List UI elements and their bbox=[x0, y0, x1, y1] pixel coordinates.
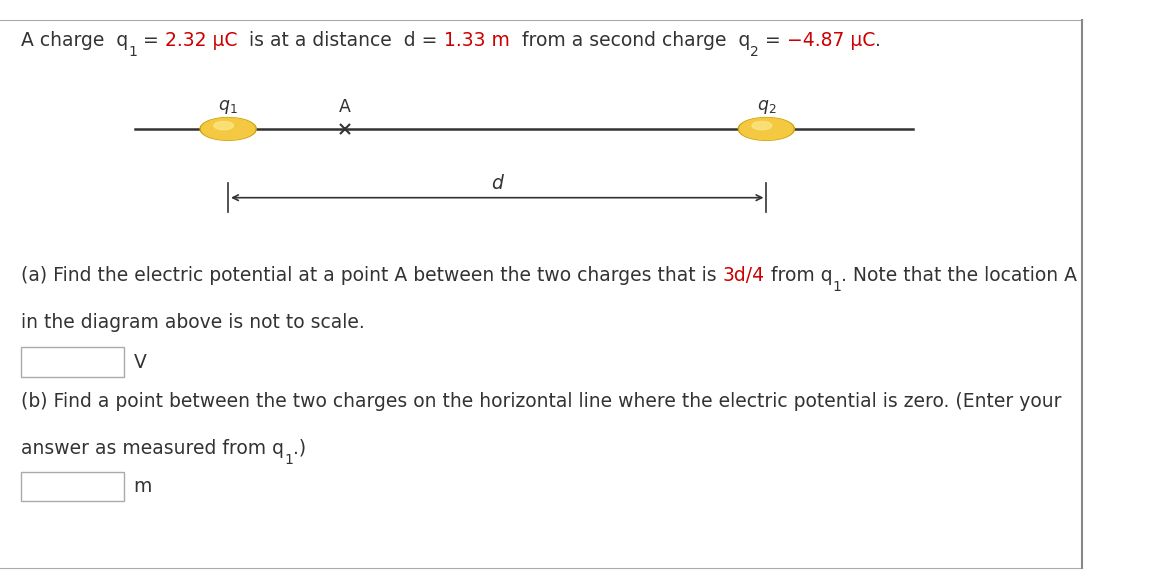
Text: . Note that the location A: . Note that the location A bbox=[841, 266, 1078, 285]
Text: A charge  q: A charge q bbox=[21, 31, 129, 50]
Text: from a second charge  q: from a second charge q bbox=[510, 31, 750, 50]
Text: .: . bbox=[875, 31, 881, 50]
Text: d: d bbox=[491, 174, 503, 193]
Text: is at a distance  d =: is at a distance d = bbox=[238, 31, 443, 50]
Text: =: = bbox=[137, 31, 165, 50]
Text: 3d/4: 3d/4 bbox=[723, 266, 765, 285]
Text: $q_1$: $q_1$ bbox=[219, 98, 238, 116]
Text: 1: 1 bbox=[129, 45, 137, 59]
Ellipse shape bbox=[738, 117, 794, 140]
FancyBboxPatch shape bbox=[21, 347, 124, 377]
FancyBboxPatch shape bbox=[21, 472, 124, 501]
Ellipse shape bbox=[752, 121, 772, 129]
Text: m: m bbox=[133, 477, 152, 496]
Text: $q_2$: $q_2$ bbox=[757, 98, 776, 116]
Text: 2: 2 bbox=[750, 45, 759, 59]
Text: (b) Find a point between the two charges on the horizontal line where the electr: (b) Find a point between the two charges… bbox=[21, 392, 1061, 411]
Text: 1.33 m: 1.33 m bbox=[443, 31, 510, 50]
Ellipse shape bbox=[201, 118, 255, 140]
Text: (a) Find the electric potential at a point A between the two charges that is: (a) Find the electric potential at a poi… bbox=[21, 266, 723, 285]
Text: 2.32 μC: 2.32 μC bbox=[165, 31, 238, 50]
Text: 1: 1 bbox=[284, 453, 292, 467]
Text: answer as measured from q: answer as measured from q bbox=[21, 439, 284, 458]
Ellipse shape bbox=[214, 121, 234, 129]
Ellipse shape bbox=[200, 117, 256, 140]
Ellipse shape bbox=[739, 118, 793, 140]
Text: −4.87 μC: −4.87 μC bbox=[786, 31, 875, 50]
Text: from q: from q bbox=[765, 266, 832, 285]
Text: in the diagram above is not to scale.: in the diagram above is not to scale. bbox=[21, 313, 365, 332]
Text: V: V bbox=[133, 352, 146, 372]
Text: .): .) bbox=[292, 439, 307, 458]
Text: A: A bbox=[339, 98, 351, 116]
Text: =: = bbox=[759, 31, 786, 50]
Text: 1: 1 bbox=[832, 280, 841, 294]
